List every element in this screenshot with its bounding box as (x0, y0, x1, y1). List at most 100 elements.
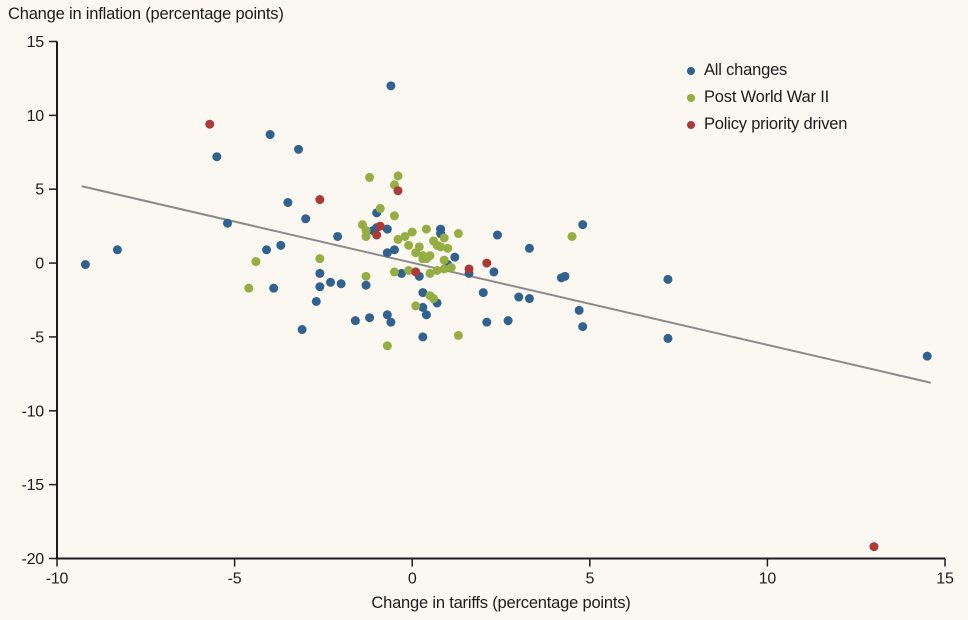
data-point-series-1 (432, 265, 442, 275)
data-point-series-0 (560, 271, 570, 281)
legend-label-all-changes: All changes (704, 61, 788, 79)
data-point-series-1 (421, 224, 431, 234)
data-point-series-2 (315, 195, 325, 205)
data-point-series-1 (446, 263, 456, 273)
data-point-series-1 (389, 267, 399, 277)
data-point-series-1 (404, 265, 414, 275)
data-point-series-1 (407, 227, 417, 237)
y-tick-label: -5 (30, 329, 44, 346)
data-point-series-0 (386, 317, 396, 327)
data-point-series-0 (294, 144, 304, 154)
data-point-series-2 (393, 186, 403, 196)
data-point-series-1 (251, 257, 261, 267)
data-point-series-0 (112, 245, 122, 255)
data-point-series-1 (436, 242, 446, 252)
data-point-series-0 (482, 317, 492, 327)
data-point-series-2 (205, 119, 215, 129)
data-point-series-0 (418, 302, 428, 312)
data-point-series-0 (269, 283, 279, 293)
x-axis-title: Change in tariffs (percentage points) (371, 594, 631, 612)
data-point-series-0 (382, 224, 392, 234)
data-point-series-0 (326, 277, 336, 287)
data-point-series-0 (492, 230, 502, 240)
data-point-series-0 (489, 267, 499, 277)
data-point-series-0 (418, 332, 428, 342)
data-point-series-0 (222, 218, 232, 228)
data-point-series-0 (922, 351, 932, 361)
data-point-series-0 (574, 305, 584, 315)
data-point-series-0 (333, 231, 343, 241)
data-point-series-0 (315, 282, 325, 292)
data-point-series-1 (361, 231, 371, 241)
data-point-series-2 (869, 542, 879, 552)
data-point-series-0 (276, 240, 286, 250)
legend-item-policy-priority: Policy priority driven (687, 111, 847, 138)
data-point-series-0 (663, 274, 673, 284)
data-point-series-0 (301, 214, 311, 224)
data-point-series-1 (453, 330, 463, 340)
data-point-series-1 (439, 255, 449, 265)
data-point-series-1 (375, 203, 385, 213)
data-point-series-1 (439, 233, 449, 243)
x-tick-label: 15 (936, 571, 954, 588)
data-point-series-1 (414, 242, 424, 252)
trend-line (81, 185, 932, 384)
data-point-series-0 (524, 294, 534, 304)
data-point-series-0 (663, 333, 673, 343)
data-point-series-0 (315, 268, 325, 278)
y-tick-label: -15 (21, 477, 44, 494)
data-point-series-0 (578, 322, 588, 332)
data-point-series-0 (478, 288, 488, 298)
data-point-series-0 (336, 279, 346, 289)
x-tick-label: 0 (408, 571, 417, 588)
data-point-series-0 (212, 152, 222, 162)
data-point-series-2 (482, 258, 492, 268)
legend-dot-all-changes-icon (687, 66, 695, 75)
legend-item-post-wwii: Post World War II (687, 84, 847, 111)
data-point-series-1 (382, 341, 392, 351)
data-point-series-1 (361, 271, 371, 281)
y-tick-label: 0 (35, 256, 44, 273)
data-point-series-1 (389, 211, 399, 221)
data-point-series-0 (350, 316, 360, 326)
data-point-series-1 (244, 283, 254, 293)
y-tick-label: 15 (27, 34, 45, 51)
data-point-series-1 (404, 240, 414, 250)
x-tick-label: -10 (46, 571, 69, 588)
data-point-series-0 (361, 280, 371, 290)
data-point-series-1 (393, 234, 403, 244)
data-point-series-2 (372, 230, 382, 240)
data-point-series-0 (382, 310, 392, 320)
x-tick-label: 10 (759, 571, 777, 588)
data-point-series-0 (265, 130, 275, 140)
y-tick-label: 5 (35, 182, 44, 199)
data-point-series-0 (386, 81, 396, 91)
legend-dot-post-wwii-icon (687, 93, 695, 102)
data-point-series-0 (503, 316, 513, 326)
data-point-series-1 (393, 171, 403, 181)
data-point-series-0 (283, 198, 293, 208)
data-point-series-0 (262, 245, 272, 255)
data-point-series-0 (421, 310, 431, 320)
data-point-series-0 (578, 220, 588, 230)
data-point-series-1 (425, 268, 435, 278)
data-point-series-0 (524, 243, 534, 253)
y-tick-label: -10 (21, 403, 44, 420)
data-point-series-0 (297, 325, 307, 335)
legend-label-policy-priority: Policy priority driven (704, 115, 848, 133)
data-point-series-1 (429, 294, 439, 304)
data-point-series-1 (439, 264, 449, 274)
data-point-series-0 (382, 248, 392, 258)
y-tick-label: -20 (21, 551, 44, 568)
data-point-series-0 (311, 296, 321, 306)
data-point-series-0 (80, 260, 90, 270)
y-axis-title: Change in inflation (percentage points) (8, 5, 284, 23)
legend: All changes Post World War II Policy pri… (687, 57, 847, 138)
data-point-series-1 (453, 229, 463, 239)
data-point-series-1 (400, 231, 410, 241)
data-point-series-0 (514, 292, 524, 302)
data-point-series-0 (397, 268, 407, 278)
data-point-series-2 (375, 221, 385, 231)
